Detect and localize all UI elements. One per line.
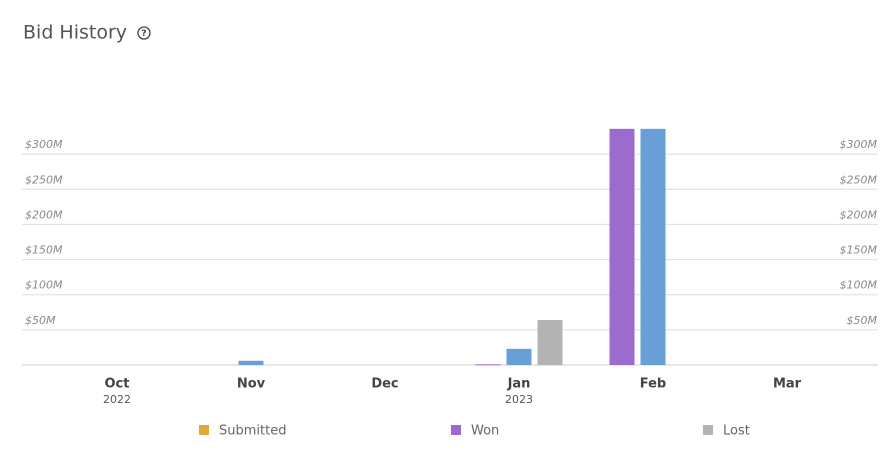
svg-text:?: ?	[141, 29, 146, 39]
bar	[640, 128, 666, 365]
legend-label: Submitted	[219, 424, 286, 439]
legend-swatch	[703, 425, 713, 435]
y-tick-label: $50M	[25, 314, 56, 327]
legend-label: Won	[471, 424, 499, 439]
x-tick-label: Jan	[507, 377, 531, 392]
bar	[506, 348, 532, 365]
bar	[537, 320, 563, 365]
y2-tick-label: $150M	[840, 244, 878, 257]
y2-tick-label: $300M	[840, 138, 878, 151]
chart-title: Bid History	[23, 22, 127, 44]
help-icon[interactable]: ?	[137, 26, 151, 40]
y-tick-label: $250M	[25, 173, 63, 186]
x-tick-sublabel: 2023	[505, 393, 533, 406]
x-tick-label: Dec	[371, 377, 398, 392]
x-tick-label: Nov	[237, 377, 266, 392]
y-tick-label: $300M	[25, 138, 63, 151]
y2-tick-label: $50M	[847, 314, 878, 327]
legend-swatch	[199, 425, 209, 435]
bar	[238, 360, 264, 365]
y-tick-label: $100M	[25, 279, 63, 292]
bar	[475, 364, 501, 366]
x-tick-sublabel: 2022	[103, 393, 131, 406]
x-tick-label: Feb	[640, 377, 666, 392]
y2-tick-label: $250M	[840, 173, 878, 186]
y2-tick-label: $100M	[840, 279, 878, 292]
x-tick-label: Mar	[773, 377, 802, 392]
y2-tick-label: $200M	[840, 208, 878, 221]
y-tick-label: $200M	[25, 208, 63, 221]
bar	[609, 128, 635, 365]
y-tick-label: $150M	[25, 244, 63, 257]
legend-swatch	[451, 425, 461, 435]
legend-label: Lost	[723, 424, 750, 439]
x-tick-label: Oct	[105, 377, 130, 392]
